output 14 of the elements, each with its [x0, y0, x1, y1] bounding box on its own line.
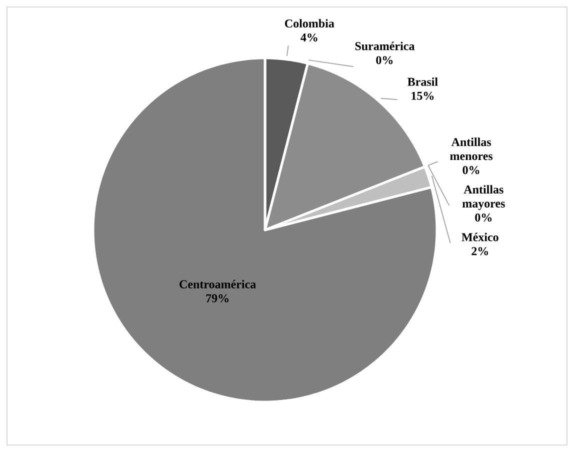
- data-label: 4%: [300, 33, 318, 42]
- data-label: 15%: [412, 92, 434, 100]
- slice-label: México: [462, 232, 498, 242]
- text: 0%: [462, 166, 480, 174]
- data-label: 79%: [206, 294, 228, 302]
- text: 0%: [475, 213, 492, 222]
- category-label: Antillas menores: [450, 138, 493, 160]
- data-label: 2%: [472, 247, 488, 256]
- text: 0%: [376, 56, 393, 64]
- category-label: Suramérica: [355, 42, 415, 50]
- slice-label: Colombia: [284, 19, 334, 28]
- slice-label: Brasil: [408, 77, 438, 86]
- slice-label: Centroamérica: [180, 280, 256, 288]
- category-label: Antillas mayores: [462, 185, 505, 210]
